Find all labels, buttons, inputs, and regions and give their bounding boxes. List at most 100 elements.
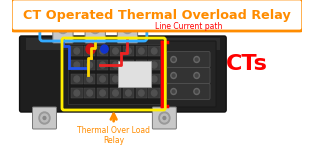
Circle shape: [171, 56, 176, 63]
FancyBboxPatch shape: [167, 84, 210, 100]
Circle shape: [126, 27, 129, 29]
FancyBboxPatch shape: [136, 46, 147, 56]
Circle shape: [43, 116, 46, 120]
Circle shape: [138, 62, 144, 68]
FancyBboxPatch shape: [110, 46, 121, 56]
Circle shape: [58, 23, 68, 33]
Circle shape: [87, 76, 92, 82]
FancyBboxPatch shape: [122, 88, 134, 98]
FancyBboxPatch shape: [149, 46, 160, 56]
FancyBboxPatch shape: [118, 60, 151, 87]
Circle shape: [113, 90, 118, 96]
FancyBboxPatch shape: [68, 44, 160, 104]
FancyBboxPatch shape: [152, 107, 176, 129]
FancyBboxPatch shape: [97, 74, 108, 84]
FancyBboxPatch shape: [97, 46, 108, 56]
Circle shape: [74, 48, 79, 54]
FancyBboxPatch shape: [136, 88, 147, 98]
Circle shape: [151, 48, 157, 54]
Circle shape: [163, 116, 166, 120]
Circle shape: [126, 90, 131, 96]
Circle shape: [124, 24, 131, 32]
Circle shape: [113, 76, 118, 82]
FancyBboxPatch shape: [136, 60, 147, 70]
Circle shape: [159, 112, 170, 124]
Circle shape: [151, 62, 157, 68]
FancyBboxPatch shape: [71, 74, 83, 84]
Circle shape: [74, 62, 79, 68]
FancyBboxPatch shape: [167, 68, 210, 84]
Circle shape: [195, 58, 198, 61]
FancyBboxPatch shape: [19, 36, 226, 112]
Circle shape: [100, 62, 106, 68]
FancyBboxPatch shape: [149, 74, 160, 84]
Circle shape: [122, 23, 133, 33]
Circle shape: [94, 27, 97, 29]
Circle shape: [161, 114, 168, 122]
Circle shape: [171, 88, 176, 95]
FancyBboxPatch shape: [164, 41, 216, 107]
Circle shape: [126, 76, 131, 82]
Circle shape: [172, 90, 175, 93]
Circle shape: [100, 90, 106, 96]
FancyBboxPatch shape: [11, 0, 303, 31]
Circle shape: [194, 88, 199, 95]
Circle shape: [138, 48, 144, 54]
FancyBboxPatch shape: [71, 60, 83, 70]
Circle shape: [101, 45, 108, 53]
Circle shape: [171, 72, 176, 79]
Circle shape: [62, 27, 64, 29]
FancyBboxPatch shape: [53, 19, 73, 43]
Circle shape: [195, 74, 198, 77]
FancyBboxPatch shape: [84, 60, 95, 70]
FancyBboxPatch shape: [122, 60, 134, 70]
Circle shape: [194, 56, 199, 63]
FancyBboxPatch shape: [26, 38, 220, 50]
FancyBboxPatch shape: [97, 60, 108, 70]
FancyBboxPatch shape: [84, 46, 95, 56]
Circle shape: [113, 62, 118, 68]
Circle shape: [126, 48, 131, 54]
Circle shape: [60, 24, 66, 32]
FancyBboxPatch shape: [136, 74, 147, 84]
Circle shape: [87, 48, 92, 54]
Circle shape: [74, 76, 79, 82]
Circle shape: [100, 48, 106, 54]
FancyBboxPatch shape: [97, 88, 108, 98]
Circle shape: [113, 48, 118, 54]
FancyBboxPatch shape: [71, 46, 83, 56]
Circle shape: [86, 44, 95, 54]
FancyBboxPatch shape: [85, 19, 106, 43]
Circle shape: [151, 76, 157, 82]
Circle shape: [126, 62, 131, 68]
FancyBboxPatch shape: [110, 60, 121, 70]
Text: CT Operated Thermal Overload Relay: CT Operated Thermal Overload Relay: [23, 8, 291, 21]
Circle shape: [172, 58, 175, 61]
Circle shape: [100, 76, 106, 82]
FancyBboxPatch shape: [122, 46, 134, 56]
Circle shape: [195, 90, 198, 93]
FancyBboxPatch shape: [167, 52, 210, 68]
FancyBboxPatch shape: [110, 88, 121, 98]
FancyBboxPatch shape: [32, 107, 57, 129]
Circle shape: [39, 112, 50, 124]
Circle shape: [87, 90, 92, 96]
Circle shape: [90, 23, 100, 33]
Circle shape: [92, 24, 98, 32]
Circle shape: [87, 62, 92, 68]
Circle shape: [194, 72, 199, 79]
Circle shape: [138, 90, 144, 96]
Circle shape: [172, 74, 175, 77]
Circle shape: [41, 114, 48, 122]
Text: Thermal Over Load
Relay: Thermal Over Load Relay: [77, 126, 150, 145]
FancyBboxPatch shape: [149, 88, 160, 98]
Circle shape: [138, 76, 144, 82]
FancyBboxPatch shape: [117, 19, 138, 43]
FancyBboxPatch shape: [71, 88, 83, 98]
Text: CTs: CTs: [226, 54, 268, 74]
FancyBboxPatch shape: [110, 74, 121, 84]
FancyBboxPatch shape: [122, 74, 134, 84]
FancyBboxPatch shape: [84, 74, 95, 84]
Circle shape: [74, 90, 79, 96]
FancyBboxPatch shape: [84, 88, 95, 98]
